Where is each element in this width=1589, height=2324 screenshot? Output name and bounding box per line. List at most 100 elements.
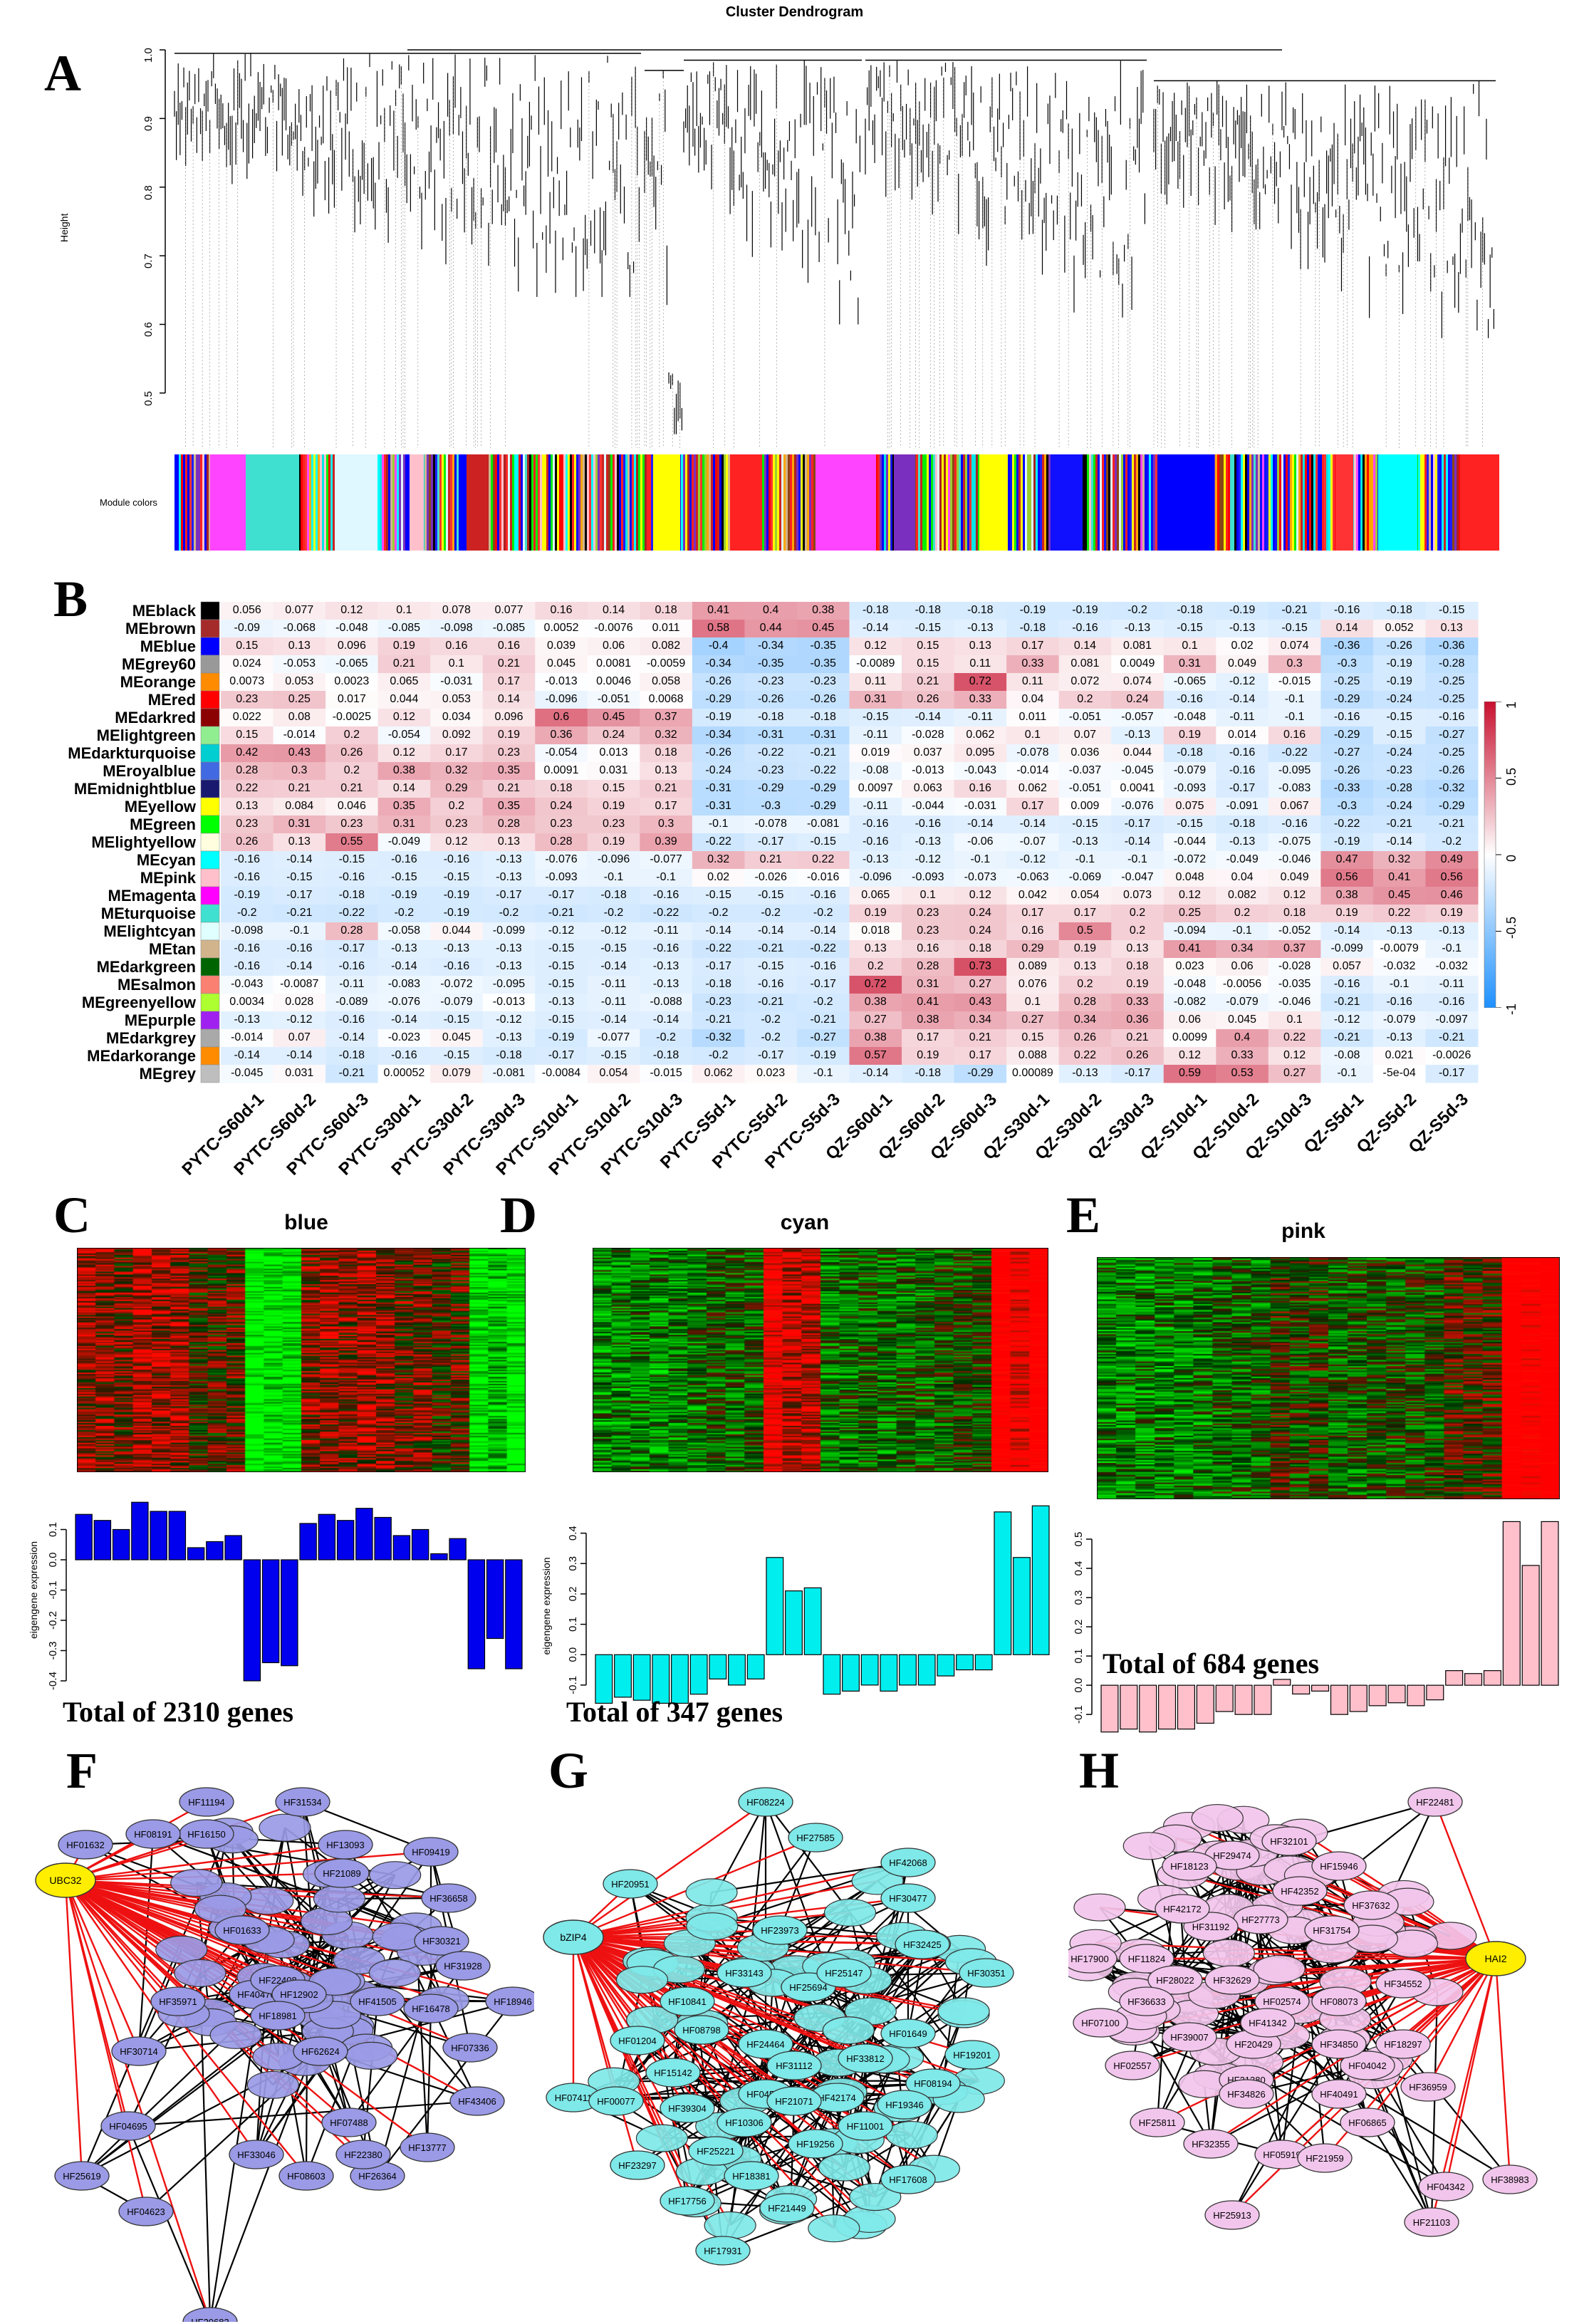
module-color-stripe (465, 454, 467, 551)
heatmap-cell-value: 0.096 (494, 711, 523, 723)
heatmap-cell-value: -0.35 (810, 640, 836, 652)
heatmap-cell-value: -0.14 (234, 1049, 260, 1061)
network-node: HF31112 (766, 2051, 822, 2080)
heatmap-cell-value: -0.098 (231, 924, 264, 937)
module-color-stripe (762, 454, 764, 551)
module-color-stripe (531, 454, 533, 551)
heatmap-cell (430, 798, 484, 816)
heatmap-cell-value: -0.16 (234, 942, 260, 954)
heatmap-cell (1268, 762, 1321, 781)
module-color-stripe (647, 454, 649, 551)
heatmap-cell-value: -0.13 (1124, 622, 1151, 634)
heatmap-cell-value: -0.11 (600, 996, 627, 1008)
heatmap-cell-value: -0.032 (1435, 960, 1468, 972)
module-color-stripe (1025, 454, 1027, 551)
heatmap-cell (535, 851, 588, 870)
heatmap-cell-value: -0.21 (1386, 818, 1412, 830)
module-color-stripe (1093, 454, 1095, 551)
eigengene-bar (224, 1535, 242, 1560)
heatmap-cell-value: 0.21 (340, 782, 363, 794)
heatmap-cell (535, 602, 588, 620)
module-color-stripe (771, 454, 773, 551)
heatmap-cell-value: 0.18 (1283, 907, 1306, 919)
heatmap-cell (1006, 744, 1060, 763)
heatmap-cell-value: -0.14 (757, 924, 784, 937)
module-color-stripe (548, 454, 551, 551)
heatmap-cell (640, 673, 693, 692)
network-node-label: HF29474 (1213, 1850, 1251, 1861)
heatmap-cell (1058, 744, 1112, 763)
network-node-label: HF08191 (134, 1829, 172, 1840)
heatmap-cell-value: -0.21 (286, 907, 313, 919)
heatmap-cell-value: -0.22 (810, 764, 836, 776)
network-node (313, 1885, 366, 1913)
heatmap-cell-value: -0.19 (1019, 604, 1046, 616)
module-color-stripe (536, 454, 538, 551)
module-color-stripe (700, 454, 702, 551)
network-node: HF09419 (403, 1837, 459, 1867)
module-color-stripe (954, 454, 957, 551)
heatmap-cell-value: -0.1 (970, 853, 991, 865)
heatmap-cell (849, 780, 902, 798)
heatmap-cell-value: -0.36 (1333, 640, 1360, 652)
network-node: HF17900 (1068, 1944, 1117, 1974)
heatmap-cell-value: -0.15 (600, 942, 627, 954)
heatmap-cell-value: 0.41 (707, 604, 730, 616)
heatmap-cell (430, 655, 484, 674)
heatmap-cell-value: -0.15 (1281, 622, 1308, 634)
heatmap-cell-value: 0.32 (1388, 853, 1411, 865)
network-node (937, 1997, 990, 2026)
heatmap-cell (377, 655, 431, 674)
heatmap-cell-value: 0.24 (1126, 693, 1149, 705)
module-color-stripe (1283, 454, 1286, 551)
network-node-label: HF02574 (1263, 1996, 1301, 2007)
heatmap-cell (273, 673, 326, 692)
module-color-stripe (204, 454, 207, 551)
eigengene-bar (112, 1528, 130, 1560)
heatmap-cell-value: 0.26 (236, 835, 259, 848)
heatmap-cell-value: -0.16 (1333, 711, 1360, 723)
heatmap-row-label: MEgrey60 (122, 655, 196, 673)
heatmap-cell (1268, 655, 1321, 674)
heatmap-cell-value: -0.19 (548, 1031, 575, 1043)
heatmap-cell-value: 0.062 (1018, 782, 1047, 794)
heatmap-cell (430, 905, 484, 923)
heatmap-cell-value: 0.49 (1440, 853, 1463, 865)
heatmap-cell-value: -0.15 (443, 1049, 470, 1061)
network-node-label: HF04623 (127, 2206, 165, 2217)
heatmap-cell-value: -0.21 (1438, 818, 1465, 830)
heatmap-cell-value: 0.082 (1228, 889, 1257, 901)
eigengene-bar (281, 1559, 298, 1667)
network-node: HF42352 (1272, 1876, 1328, 1906)
network-node (1202, 1939, 1255, 1967)
heatmap-cell-value: -0.15 (443, 871, 470, 883)
module-color-stripe (1271, 454, 1273, 551)
module-color-stripe (606, 454, 608, 551)
heatmap-cell-value: -0.23 (705, 996, 731, 1008)
module-color-stripe (719, 454, 721, 551)
heatmap-cell (1058, 816, 1112, 834)
heatmap-cell (744, 726, 798, 745)
heatmap-row-swatch (200, 655, 220, 674)
heatmap-cell-value: -0.15 (1177, 818, 1203, 830)
module-color-stripe (1091, 454, 1093, 551)
module-color-stripe (207, 454, 209, 551)
network-node: HF32629 (1204, 1965, 1260, 1995)
module-color-stripe (717, 454, 719, 551)
heatmap-cell (1425, 673, 1479, 692)
heatmap-cell-value: -0.15 (1386, 729, 1412, 741)
heatmap-cell (1372, 744, 1426, 763)
heatmap-cell-value: -0.1 (1075, 853, 1095, 865)
heatmap-row-swatch (200, 993, 220, 1012)
module-color-stripe (922, 454, 924, 551)
heatmap-cell-value: -0.22 (338, 907, 365, 919)
heatmap-cell-value: 0.11 (969, 657, 991, 669)
module-color-stripe (726, 454, 728, 551)
network-node-label: HF27773 (1241, 1914, 1279, 1925)
network-node-label: HF32425 (903, 1939, 941, 1950)
heatmap-cell-value: 0.41 (1388, 871, 1411, 883)
module-color-stripe (324, 454, 326, 551)
heatmap-cell (273, 655, 326, 674)
heatmap-cell-value: 0.21 (288, 782, 311, 794)
module-color-stripe (209, 454, 211, 551)
